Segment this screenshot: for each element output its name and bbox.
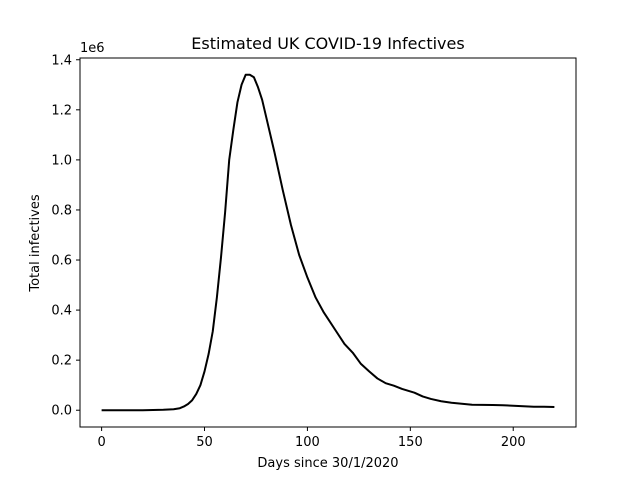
series-line	[101, 73, 555, 412]
y-tick-label: 0.0	[51, 404, 72, 419]
y-tick-label: 1.4	[51, 53, 72, 68]
plot-area	[79, 57, 577, 428]
y-tick-label: 1.2	[51, 103, 72, 118]
y-tick-label: 0.4	[51, 304, 72, 319]
y-axis-label: Total infectives	[28, 194, 43, 292]
x-tick-label: 50	[196, 435, 213, 450]
y-tick-label: 0.6	[51, 254, 72, 269]
x-tick-label: 200	[501, 435, 526, 450]
x-tick-label: 100	[295, 435, 320, 450]
y-tick-label: 1.0	[51, 153, 72, 168]
x-axis-label: Days since 30/1/2020	[257, 456, 398, 471]
x-tick-label: 0	[97, 435, 105, 450]
y-tick-label: 0.8	[51, 203, 72, 218]
y-axis: 0.0 0.2 0.4 0.6 0.8 1.0 1.2 1.4	[51, 53, 80, 419]
chart-title: Estimated UK COVID-19 Infectives	[191, 34, 464, 53]
y-tick-label: 0.2	[51, 354, 72, 369]
x-axis: 0 50 100 150 200	[97, 427, 526, 450]
axes-frame	[79, 57, 577, 428]
y-offset-label: 1e6	[80, 41, 105, 56]
x-tick-label: 150	[398, 435, 423, 450]
